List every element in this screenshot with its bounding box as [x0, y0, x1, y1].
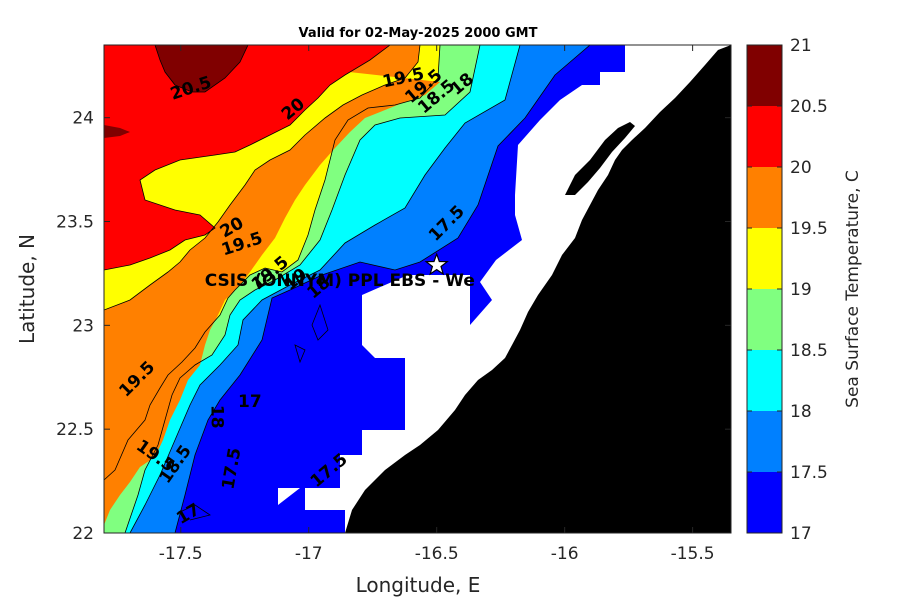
y-tick-label: 22.5 — [56, 420, 94, 440]
colorbar-swatch — [747, 350, 782, 411]
colorbar-tick-label: 17 — [790, 524, 812, 544]
x-tick-label: -16 — [551, 544, 579, 564]
land-coast — [345, 45, 731, 533]
colorbar-label: Sea Surface Temperature, C — [843, 170, 863, 408]
colorbar-tick-label: 17.5 — [790, 463, 828, 483]
colorbar-swatch — [747, 411, 782, 472]
colorbar-tick-label: 21 — [790, 36, 812, 56]
colorbar-tick-label: 20 — [790, 158, 812, 178]
land-peninsula — [565, 122, 635, 195]
band-20.5-21 — [155, 45, 248, 92]
colorbar-tick-label: 19 — [790, 280, 812, 300]
plot-frame — [103, 44, 732, 534]
colorbar-swatch — [747, 289, 782, 350]
x-axis-label: Longitude, E — [356, 573, 481, 597]
y-tick-label: 23.5 — [56, 213, 94, 233]
colorbar-tick-label: 18 — [790, 402, 812, 422]
colorbar-swatch — [747, 167, 782, 228]
band-20-20.5 — [104, 45, 390, 533]
band-19.5-20 — [104, 45, 440, 525]
x-axis-ticks: -17.5 -17 -16.5 -16 -15.5 — [159, 45, 715, 564]
band-20.5-21-small — [104, 125, 130, 138]
y-tick-label: 24 — [72, 109, 94, 129]
colorbar-tick-label: 20.5 — [790, 97, 828, 117]
x-tick-label: -16.5 — [415, 544, 459, 564]
x-tick-label: -17 — [295, 544, 323, 564]
contour-label: 17 — [238, 392, 262, 412]
contour-lines — [104, 45, 591, 533]
y-axis-label: Latitude, N — [15, 234, 39, 344]
star-icon[interactable] — [424, 252, 449, 276]
y-tick-label: 22 — [72, 524, 94, 544]
map-title: Valid for 02-May-2025 2000 GMT — [299, 26, 538, 41]
colorbar-swatch — [747, 228, 782, 289]
colorbar-swatch — [747, 106, 782, 167]
y-axis-ticks: 22 22.5 23 23.5 24 — [56, 109, 731, 544]
colorbar-tick-label: 19.5 — [790, 219, 828, 239]
colorbar: 17 17.5 18 18.5 19 19.5 20 20.5 21 — [746, 36, 828, 544]
station-marker[interactable]: CSIS (ONNYM) PPL EBS - We — [205, 252, 475, 291]
colorbar-tick-label: 18.5 — [790, 341, 828, 361]
contour-label: 18 — [207, 405, 227, 429]
station-label: CSIS (ONNYM) PPL EBS - We — [205, 271, 475, 291]
colorbar-swatch — [747, 472, 782, 533]
y-tick-label: 23 — [72, 316, 94, 336]
sst-field — [104, 45, 731, 533]
colorbar-swatch — [747, 45, 782, 106]
x-tick-label: -15.5 — [671, 544, 715, 564]
x-tick-label: -17.5 — [159, 544, 203, 564]
